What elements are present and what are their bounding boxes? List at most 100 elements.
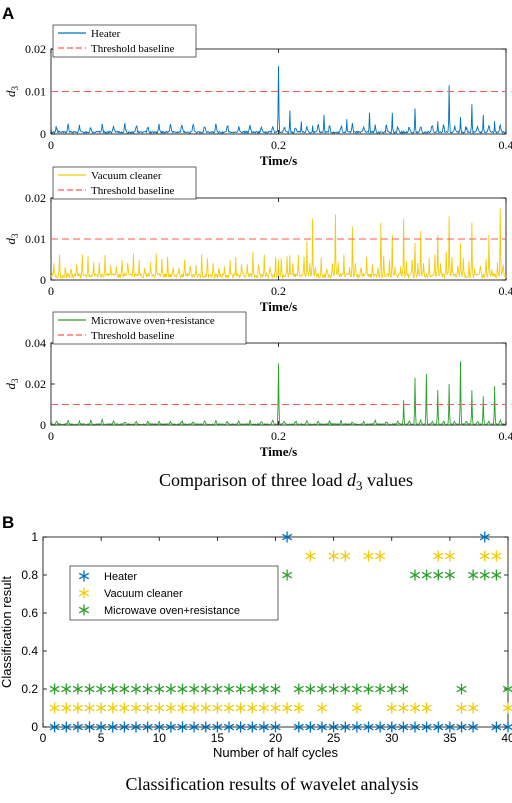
y-axis-label: Classification result <box>0 576 14 688</box>
data-point-microwave-oven-resistance <box>386 683 397 695</box>
data-point-vacuum-cleaner <box>351 702 362 714</box>
x-tick-label: 0.4 <box>499 138 512 152</box>
data-point-vacuum-cleaner <box>189 702 200 714</box>
data-point-vacuum-cleaner <box>270 702 281 714</box>
legend-label: Heater <box>104 571 137 583</box>
panel-b-letter: B <box>2 513 14 532</box>
plot-frame <box>42 536 509 728</box>
data-point-heater <box>421 721 432 733</box>
data-point-vacuum-cleaner <box>165 702 176 714</box>
x-tick-label: 20 <box>269 731 283 745</box>
x-tick-label: 0 <box>48 284 54 298</box>
series-line <box>50 361 507 426</box>
data-point-vacuum-cleaner <box>328 550 339 562</box>
data-point-vacuum-cleaner <box>212 702 223 714</box>
x-tick-label: 0 <box>48 429 54 443</box>
data-point-vacuum-cleaner <box>433 550 444 562</box>
data-point-heater <box>142 721 153 733</box>
legend-box <box>52 166 197 200</box>
data-point-heater <box>468 721 479 733</box>
y-axis-label: d3 <box>3 233 20 245</box>
y-tick-label: 0.02 <box>25 191 46 205</box>
x-tick-label: 5 <box>98 731 105 745</box>
data-point-vacuum-cleaner <box>409 702 421 714</box>
data-point-microwave-oven-resistance <box>282 569 293 581</box>
legend-label-threshold: Threshold baseline <box>91 185 175 197</box>
data-point-microwave-oven-resistance <box>409 569 421 581</box>
data-point-microwave-oven-resistance <box>72 683 83 695</box>
y-tick-label: 0 <box>40 127 46 141</box>
x-tick-label: 40 <box>501 731 512 745</box>
data-point-microwave-oven-resistance <box>479 569 490 581</box>
x-tick-label: 30 <box>385 731 399 745</box>
data-point-microwave-oven-resistance <box>189 683 200 695</box>
legend-marker <box>78 604 90 616</box>
legend-label-threshold: Threshold baseline <box>91 43 175 55</box>
data-point-heater <box>107 721 118 733</box>
data-point-vacuum-cleaner <box>282 702 293 714</box>
legend-label-threshold: Threshold baseline <box>91 330 175 342</box>
legend-label-signal: Microwave oven+resistance <box>91 315 215 327</box>
data-point-vacuum-cleaner <box>154 702 165 714</box>
data-point-heater <box>165 721 176 733</box>
data-point-vacuum-cleaner <box>421 702 432 714</box>
vacuum-cleaner-d3-plot: 0 0.2 0.4 0 0.01 0.02 d3 Time/s Vacuum cleaner Th… <box>3 166 512 314</box>
x-axis-label: Time/s <box>260 444 297 459</box>
data-point-heater <box>444 721 455 733</box>
x-tick-label: 15 <box>211 731 225 745</box>
data-point-heater <box>258 721 269 733</box>
data-point-microwave-oven-resistance <box>340 683 351 695</box>
data-point-vacuum-cleaner <box>96 702 107 714</box>
data-point-vacuum-cleaner <box>502 702 512 714</box>
data-point-heater <box>61 721 72 733</box>
data-point-microwave-oven-resistance <box>293 683 304 695</box>
x-axis-label: Number of half cycles <box>213 745 338 760</box>
data-point-microwave-oven-resistance <box>200 683 211 695</box>
data-point-vacuum-cleaner <box>479 550 490 562</box>
data-point-vacuum-cleaner <box>72 702 83 714</box>
data-point-microwave-oven-resistance <box>468 569 479 581</box>
y-tick-label: 0 <box>31 720 38 734</box>
data-point-microwave-oven-resistance <box>142 683 153 695</box>
y-tick-label: 0.4 <box>21 644 38 658</box>
y-axis-label-sub: 3 <box>10 233 20 238</box>
data-point-heater <box>340 721 351 733</box>
x-axis-label: Time/s <box>260 299 297 314</box>
data-point-heater <box>212 721 223 733</box>
data-point-vacuum-cleaner <box>235 702 246 714</box>
data-point-vacuum-cleaner <box>444 550 455 562</box>
classification-scatter-plot: 0 5 10 15 20 25 30 35 40 0 0.2 0.4 0.6 0.8 1 Classifica… <box>0 530 512 760</box>
legend-label: Microwave oven+resistance <box>104 605 240 617</box>
y-tick-label: 1 <box>31 530 38 544</box>
legend-label: Vacuum cleaner <box>104 588 183 600</box>
x-tick-label: 0.2 <box>271 138 286 152</box>
x-tick-label: 0.4 <box>499 284 512 298</box>
data-point-microwave-oven-resistance <box>316 683 328 695</box>
data-point-heater <box>84 721 95 733</box>
data-point-microwave-oven-resistance <box>491 569 502 581</box>
data-point-microwave-oven-resistance <box>305 683 316 695</box>
y-axis-label: d3 <box>3 378 20 390</box>
data-point-vacuum-cleaner <box>316 702 328 714</box>
data-point-vacuum-cleaner <box>363 550 374 562</box>
data-point-heater <box>72 721 83 733</box>
y-tick-label: 0.8 <box>21 568 38 582</box>
data-point-microwave-oven-resistance <box>421 569 432 581</box>
data-point-heater <box>223 721 235 733</box>
data-point-vacuum-cleaner <box>200 702 211 714</box>
series-line <box>50 65 507 135</box>
data-point-microwave-oven-resistance <box>444 569 455 581</box>
data-point-microwave-oven-resistance <box>375 683 386 695</box>
y-tick-label: 0.02 <box>25 42 46 56</box>
data-point-heater <box>282 531 293 543</box>
y-axis-label-sub: 3 <box>10 378 20 383</box>
data-point-heater <box>177 721 188 733</box>
data-point-vacuum-cleaner <box>386 702 397 714</box>
x-tick-label: 10 <box>153 731 167 745</box>
data-point-heater <box>235 721 246 733</box>
y-tick-label: 0.02 <box>25 377 46 391</box>
data-point-microwave-oven-resistance <box>223 683 235 695</box>
y-tick-label: 0.2 <box>21 682 38 696</box>
data-point-microwave-oven-resistance <box>398 683 409 695</box>
legend-box <box>52 311 247 345</box>
